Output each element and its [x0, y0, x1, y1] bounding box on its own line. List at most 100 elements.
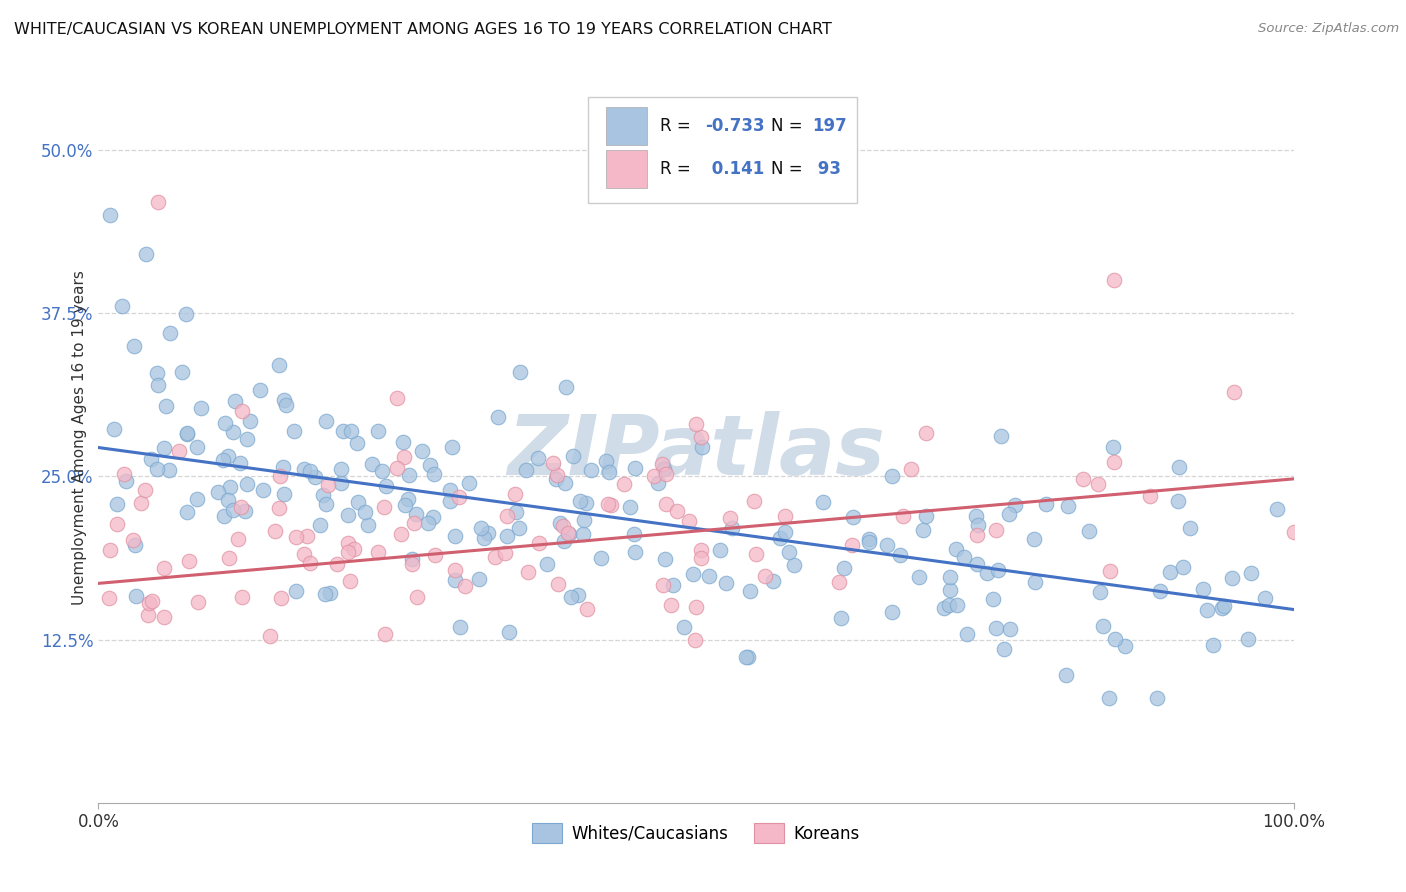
Point: [623, 527, 645, 541]
Point: [269, 359, 291, 373]
Point: [271, 459, 294, 474]
Point: [1114, 639, 1136, 653]
Point: [1056, 500, 1078, 514]
Point: [219, 480, 242, 494]
Point: [1087, 476, 1109, 491]
Text: WHITE/CAUCASIAN VS KOREAN UNEMPLOYMENT AMONG AGES 16 TO 19 YEARS CORRELATION CHA: WHITE/CAUCASIAN VS KOREAN UNEMPLOYMENT A…: [14, 22, 832, 37]
Point: [685, 417, 707, 431]
Point: [346, 435, 368, 450]
Point: [138, 596, 160, 610]
Point: [406, 590, 429, 604]
Point: [343, 541, 366, 556]
Text: -0.733: -0.733: [706, 117, 765, 136]
Point: [444, 563, 467, 577]
Point: [270, 591, 292, 605]
Text: R =: R =: [661, 117, 696, 136]
Point: [152, 441, 174, 455]
Point: [984, 523, 1007, 537]
Point: [153, 561, 176, 575]
Point: [337, 536, 360, 550]
Point: [405, 507, 427, 521]
Point: [541, 456, 564, 470]
Point: [623, 544, 645, 558]
Point: [1098, 564, 1121, 578]
Point: [239, 413, 262, 427]
Text: N =: N =: [772, 160, 808, 178]
Point: [591, 551, 613, 566]
Point: [98, 591, 121, 605]
Point: [402, 516, 425, 530]
Point: [146, 461, 169, 475]
Point: [735, 649, 758, 664]
Point: [911, 523, 934, 537]
Point: [662, 578, 685, 592]
Point: [371, 464, 394, 478]
Point: [1092, 619, 1115, 633]
Point: [392, 435, 415, 450]
Point: [419, 458, 441, 472]
Point: [367, 425, 389, 439]
Point: [235, 477, 257, 491]
Point: [1197, 603, 1219, 617]
Point: [146, 366, 169, 380]
Point: [721, 521, 744, 535]
Point: [938, 598, 960, 612]
Point: [714, 576, 737, 591]
Point: [1202, 638, 1225, 652]
Point: [284, 583, 307, 598]
Point: [440, 440, 463, 454]
Point: [515, 463, 537, 477]
FancyBboxPatch shape: [606, 150, 647, 187]
Point: [367, 545, 389, 559]
Point: [1104, 273, 1126, 287]
Point: [882, 605, 904, 619]
Point: [98, 208, 122, 222]
Point: [598, 465, 620, 479]
Point: [167, 444, 190, 458]
Point: [135, 247, 157, 261]
Point: [292, 462, 315, 476]
Point: [740, 584, 762, 599]
Point: [938, 569, 960, 583]
Point: [690, 440, 713, 454]
Point: [976, 566, 998, 580]
Point: [1073, 471, 1095, 485]
Point: [946, 598, 969, 612]
Point: [876, 538, 898, 552]
Point: [678, 514, 700, 528]
Point: [114, 474, 136, 488]
Point: [187, 595, 209, 609]
Point: [1088, 584, 1111, 599]
Point: [737, 650, 759, 665]
Point: [347, 494, 370, 508]
Point: [103, 421, 125, 435]
Point: [697, 569, 720, 583]
Point: [357, 517, 380, 532]
Point: [211, 453, 233, 467]
Text: N =: N =: [772, 117, 808, 136]
Point: [214, 509, 236, 524]
Point: [326, 557, 349, 571]
Point: [458, 476, 481, 491]
Point: [231, 590, 253, 604]
Point: [339, 574, 361, 588]
Point: [443, 528, 465, 542]
Point: [231, 404, 253, 418]
Point: [494, 545, 516, 559]
Point: [252, 483, 274, 497]
Point: [285, 530, 308, 544]
Point: [122, 533, 145, 547]
Point: [1139, 489, 1161, 503]
Point: [682, 566, 704, 581]
Point: [1035, 496, 1057, 510]
Point: [1213, 599, 1236, 613]
Point: [1254, 591, 1277, 605]
Point: [1104, 632, 1126, 646]
Point: [374, 626, 396, 640]
Point: [596, 497, 619, 511]
Point: [783, 558, 806, 573]
Point: [652, 578, 675, 592]
Point: [401, 551, 423, 566]
Point: [998, 622, 1021, 636]
Point: [141, 594, 163, 608]
